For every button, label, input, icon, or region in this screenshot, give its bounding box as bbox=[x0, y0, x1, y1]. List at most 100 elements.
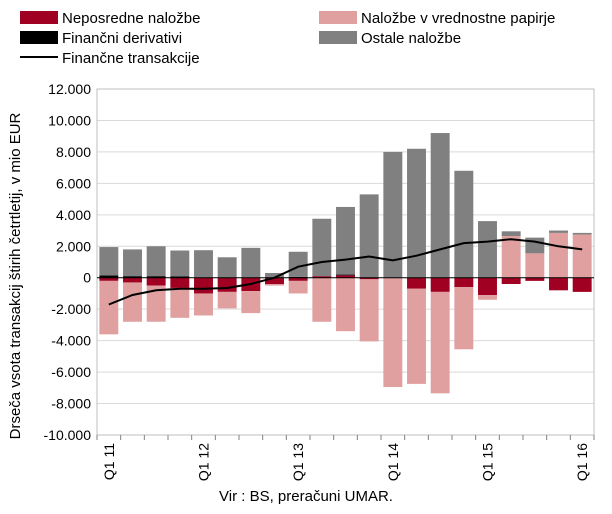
bar-segment bbox=[312, 218, 332, 277]
bar-segment bbox=[549, 277, 568, 291]
x-axis-ticks: Q1 11 Q1 12 Q1 13 Q1 14 Q1 15 Q1 16 bbox=[96, 435, 595, 481]
bar-segment bbox=[194, 250, 213, 278]
bar-segment bbox=[288, 280, 308, 294]
bar-segment bbox=[407, 277, 426, 289]
legend-label: Naložbe v vrednostne papirje bbox=[361, 10, 555, 27]
line-series bbox=[108, 238, 583, 306]
y-axis-ticks: -10.000 -8.000 -6.000 -4.000 -2.000 0 2.000 4.0… bbox=[44, 81, 92, 443]
legend-label: Finančne transakcije bbox=[62, 50, 200, 67]
legend-swatch bbox=[20, 11, 58, 24]
x-tick-label: Q1 16 bbox=[574, 443, 590, 481]
bar-segment bbox=[336, 277, 355, 332]
bars bbox=[99, 133, 592, 394]
bar-segment bbox=[572, 232, 592, 235]
bar-segment bbox=[336, 275, 355, 278]
bar-segment bbox=[99, 280, 119, 335]
legend-label: Finančni derivativi bbox=[62, 30, 182, 47]
bar-segment bbox=[170, 287, 190, 318]
y-tick-label: 6.000 bbox=[56, 175, 91, 191]
bar-segment bbox=[123, 276, 142, 278]
bar-segment bbox=[430, 133, 450, 278]
bar-segment bbox=[241, 291, 261, 314]
y-tick-label: 10.000 bbox=[48, 112, 91, 128]
bar-segment bbox=[170, 276, 190, 278]
bar-segment bbox=[99, 277, 119, 281]
bar-segment bbox=[288, 251, 308, 277]
bar-segment bbox=[170, 277, 190, 288]
bar-segment bbox=[123, 282, 142, 322]
legend-swatch bbox=[20, 31, 58, 44]
bar-segment bbox=[407, 288, 426, 384]
y-tick-label: -10.000 bbox=[44, 427, 92, 443]
legend-swatch bbox=[319, 31, 357, 44]
bar-segment bbox=[123, 249, 142, 277]
bar-segment bbox=[478, 277, 497, 296]
y-tick-label: 0 bbox=[83, 270, 91, 286]
legend-label: Neposredne naložbe bbox=[62, 10, 200, 27]
legend-label: Ostale naložbe bbox=[361, 30, 461, 47]
bar-segment bbox=[407, 148, 426, 278]
bar-segment bbox=[170, 250, 190, 277]
y-tick-label: 12.000 bbox=[48, 81, 91, 97]
y-tick-label: -6.000 bbox=[51, 364, 91, 380]
y-tick-label: 4.000 bbox=[56, 207, 91, 223]
bar-segment bbox=[359, 279, 379, 342]
line-finance-transactions bbox=[108, 238, 583, 306]
bar-segment bbox=[146, 276, 166, 278]
y-axis-label: Drseča vsota transakcij štirih četrtleti… bbox=[7, 112, 24, 439]
bar-segment bbox=[194, 293, 213, 316]
bar-segment bbox=[241, 247, 261, 278]
bar-segment bbox=[217, 277, 237, 292]
bar-segment bbox=[265, 284, 284, 286]
bar-segment bbox=[194, 277, 213, 294]
bar-segment bbox=[336, 274, 355, 276]
bar-segment bbox=[146, 246, 166, 277]
bar-segment bbox=[501, 236, 521, 278]
y-tick-label: 2.000 bbox=[56, 238, 91, 254]
bar-segment bbox=[478, 295, 497, 300]
bar-segment bbox=[359, 277, 379, 280]
bar-segment bbox=[312, 277, 332, 322]
bar-segment bbox=[99, 247, 119, 276]
source-note: Vir : BS, preračuni UMAR. bbox=[219, 488, 393, 505]
bar-segment bbox=[572, 277, 592, 292]
y-tick-label: -8.000 bbox=[51, 396, 91, 412]
bar-segment bbox=[383, 151, 403, 278]
x-tick-label: Q1 12 bbox=[196, 443, 212, 481]
bar-segment bbox=[549, 232, 568, 278]
bar-segment bbox=[430, 291, 450, 394]
chart: Neposredne naložbe Naložbe v vrednostne p… bbox=[7, 10, 595, 481]
bar-segment bbox=[217, 257, 237, 278]
bar-segment bbox=[265, 277, 284, 285]
y-tick-label: 8.000 bbox=[56, 144, 91, 160]
bar-segment bbox=[359, 194, 379, 278]
legend-swatch bbox=[319, 11, 357, 24]
axes bbox=[96, 88, 595, 436]
x-tick-label: Q1 11 bbox=[101, 443, 117, 480]
bar-segment bbox=[146, 285, 166, 322]
y-tick-label: -2.000 bbox=[51, 301, 91, 317]
bar-segment bbox=[430, 277, 450, 292]
bar-segment bbox=[265, 273, 284, 278]
legend: Neposredne naložbe Naložbe v vrednostne p… bbox=[20, 10, 555, 67]
bar-segment bbox=[312, 276, 332, 278]
x-tick-label: Q1 15 bbox=[480, 443, 496, 481]
bar-segment bbox=[549, 230, 568, 233]
bar-segment bbox=[525, 277, 545, 281]
bar-segment bbox=[99, 275, 119, 278]
x-tick-label: Q1 13 bbox=[290, 443, 306, 481]
y-tick-label: -4.000 bbox=[51, 333, 91, 349]
plot-frame bbox=[96, 88, 595, 436]
bar-segment bbox=[454, 170, 474, 278]
x-tick-label: Q1 14 bbox=[385, 443, 401, 481]
bar-segment bbox=[501, 231, 521, 237]
bar-segment bbox=[217, 291, 237, 309]
bar-segment bbox=[288, 277, 308, 281]
bar-segment bbox=[336, 206, 355, 275]
bar-segment bbox=[454, 277, 474, 288]
bar-segment bbox=[454, 287, 474, 350]
bar-segment bbox=[478, 221, 497, 278]
bar-segment bbox=[572, 234, 592, 278]
bar-segment bbox=[123, 277, 142, 283]
bar-segment bbox=[501, 277, 521, 285]
